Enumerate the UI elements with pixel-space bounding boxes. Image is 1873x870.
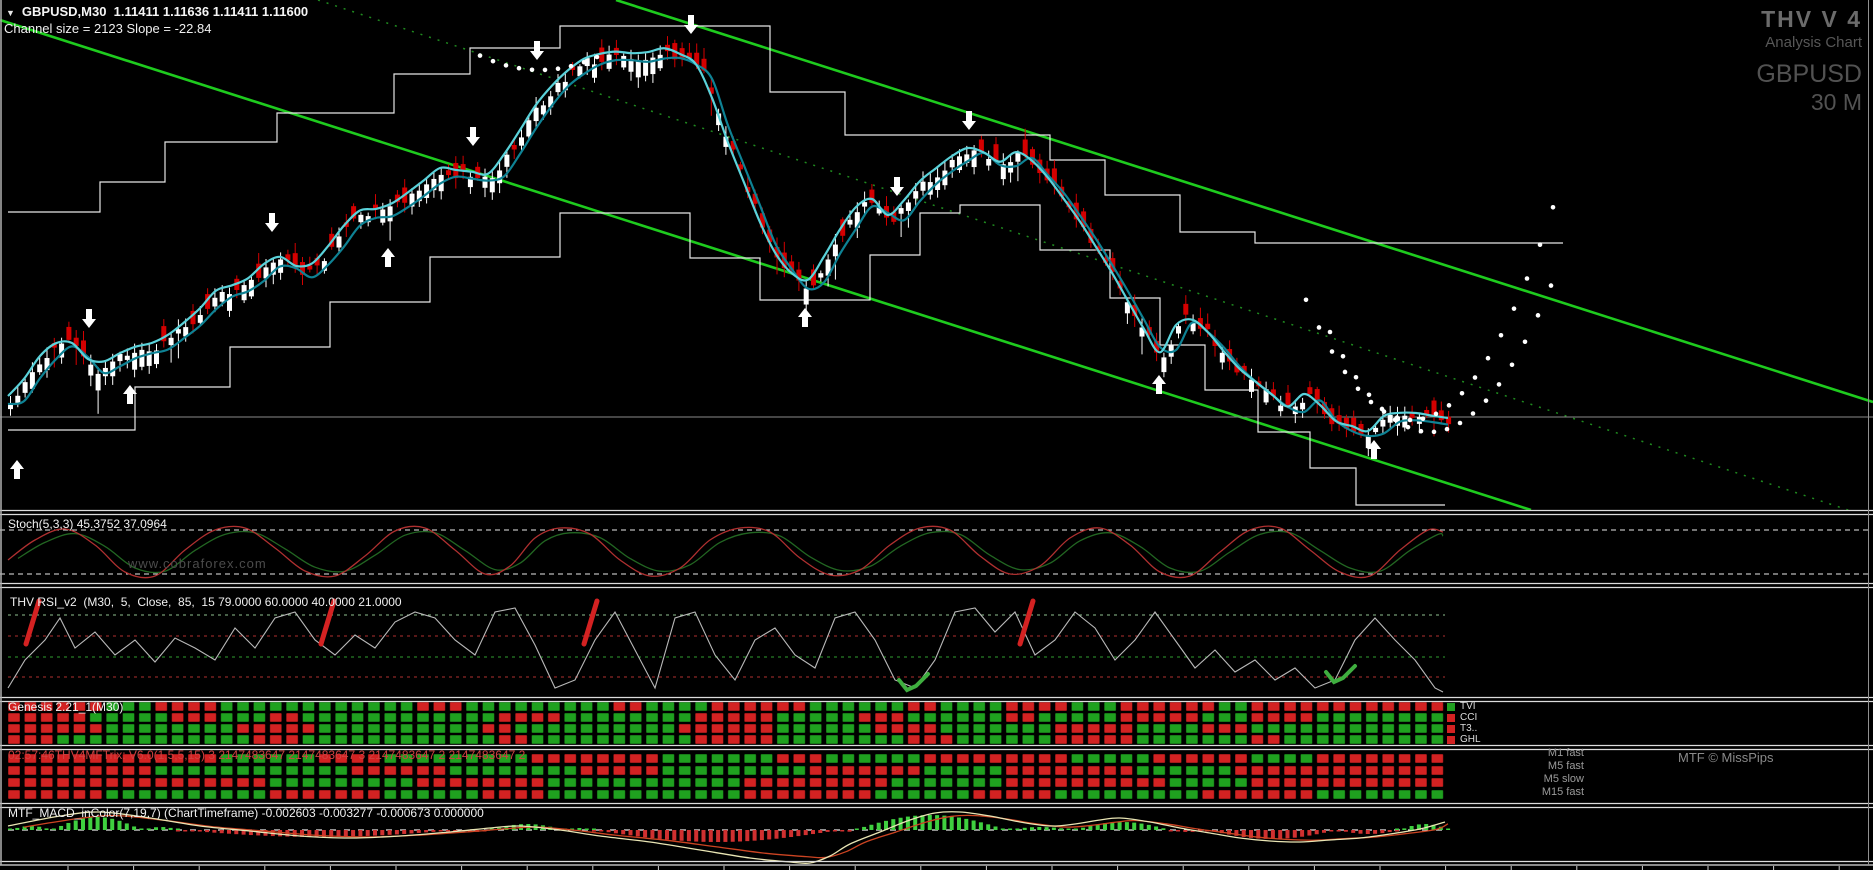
lower-step-channel — [8, 204, 1445, 506]
genesis-matrix — [7, 701, 1444, 745]
genesis-row-label: CCI — [1447, 712, 1481, 723]
trix-side-labels: M1 fast M5 fast M5 slow M15 fast — [1496, 747, 1584, 799]
sell-arrow-icon — [530, 41, 544, 60]
watermark: www.cobraforex.com — [128, 556, 267, 571]
trix-timeframe-label: M15 fast — [1541, 786, 1584, 798]
chart-dropdown-icon[interactable]: ▼ — [6, 8, 15, 18]
ma-fast-line — [7, 47, 1449, 433]
genesis-row-label-text: T3.. — [1460, 723, 1478, 734]
buy-arrow-icon — [10, 460, 24, 479]
genesis-row-labels: TVI CCI T3.. GHL — [1447, 701, 1481, 745]
genesis-row-label-text: TVI — [1460, 701, 1476, 712]
buy-arrow-icon — [123, 385, 137, 404]
rsi-sell-mark — [23, 598, 42, 647]
branding-timeframe: 30 M — [1810, 89, 1862, 115]
macd-signal-line — [23, 814, 1449, 859]
trix-indicator-label: 02:57:46THV4MFTrix: V6.0(1,5,5,15) 3 214… — [8, 748, 526, 762]
buy-arrow-icon — [381, 248, 395, 267]
genesis-indicator-label: Genesis 2.21_1(M30) — [8, 700, 124, 714]
sell-arrow-icon — [684, 15, 698, 34]
genesis-row-label: T3.. — [1447, 723, 1481, 734]
rsi-line — [7, 607, 1444, 693]
buy-arrow-icon — [798, 308, 812, 327]
stochastic-pane[interactable] — [0, 525, 1868, 579]
main-price-pane[interactable] — [0, 0, 1873, 514]
stoch-signal-line — [17, 530, 1444, 574]
sell-arrow-icon — [962, 111, 976, 130]
dotted-forecast-curves — [477, 53, 1556, 435]
genesis-row-label: GHL — [1447, 734, 1481, 745]
branding-symbol: GBPUSD — [1756, 60, 1862, 88]
trix-timeframe-label: M5 slow — [1543, 773, 1584, 785]
stoch-indicator-label: Stoch(5,3,3) 45.3752 37.0964 — [8, 517, 167, 531]
branding-subtitle: Analysis Chart — [1765, 34, 1862, 51]
sell-arrow-icon — [466, 127, 480, 146]
channel-info-label: Channel size = 2123 Slope = -22.84 — [4, 21, 212, 36]
genesis-row-label-text: GHL — [1460, 734, 1481, 745]
trix-timeframe-label: M1 fast — [1547, 747, 1584, 759]
genesis-row-label-text: CCI — [1460, 712, 1478, 723]
branding-title: THV V 4 — [1761, 6, 1862, 32]
buy-arrow-icon — [1152, 375, 1166, 394]
sell-arrow-icon — [265, 213, 279, 232]
signal-arrows — [10, 15, 1381, 479]
buy-arrow-icon — [1367, 440, 1381, 459]
rsi-pane[interactable] — [7, 598, 1445, 693]
rsi-buy-mark — [1324, 664, 1357, 685]
trix-credit: MTF © MissPips — [1678, 750, 1774, 765]
sell-arrow-icon — [890, 177, 904, 196]
trend-dashed-line — [317, 0, 1854, 511]
trix-timeframe-label: M5 fast — [1547, 760, 1584, 772]
trix-matrix — [7, 753, 1444, 800]
trend-channel-line — [0, 18, 1532, 511]
symbol-ohlc-label: ▼ GBPUSD,M30 1.11411 1.11636 1.11411 1.11… — [6, 4, 308, 19]
genesis-row-state-icon — [1447, 724, 1455, 733]
macd-indicator-label: MTF_MACD_inColor(7,19,7) (ChartTimeframe… — [8, 806, 484, 820]
ma-slow-line — [7, 56, 1449, 438]
genesis-row-state-icon — [1447, 713, 1455, 722]
trend-channel-line — [615, 0, 1873, 404]
candlestick-series — [8, 36, 1452, 457]
genesis-row-state-icon — [1447, 702, 1455, 711]
rsi-sell-mark — [318, 598, 337, 647]
genesis-row-label: TVI — [1447, 701, 1481, 712]
rsi-sell-mark — [581, 598, 600, 647]
upper-step-channel — [8, 25, 1563, 244]
stoch-main-line — [7, 525, 1444, 579]
rsi-buy-mark — [897, 672, 930, 693]
rsi-sell-mark — [1017, 598, 1036, 647]
branding-block: THV V 4 Analysis Chart GBPUSD 30 M — [1756, 6, 1862, 116]
macd-main-line — [7, 811, 1446, 865]
symbol-ohlc-text: GBPUSD,M30 1.11411 1.11636 1.11411 1.116… — [21, 4, 309, 19]
time-axis[interactable] — [67, 866, 1840, 870]
rsi-indicator-label: THV RSI_v2 (M30, 5, Close, 85, 15 79.000… — [10, 595, 402, 609]
sell-arrow-icon — [82, 309, 96, 328]
genesis-row-state-icon — [1447, 735, 1455, 744]
macd-pane[interactable] — [7, 811, 1451, 865]
